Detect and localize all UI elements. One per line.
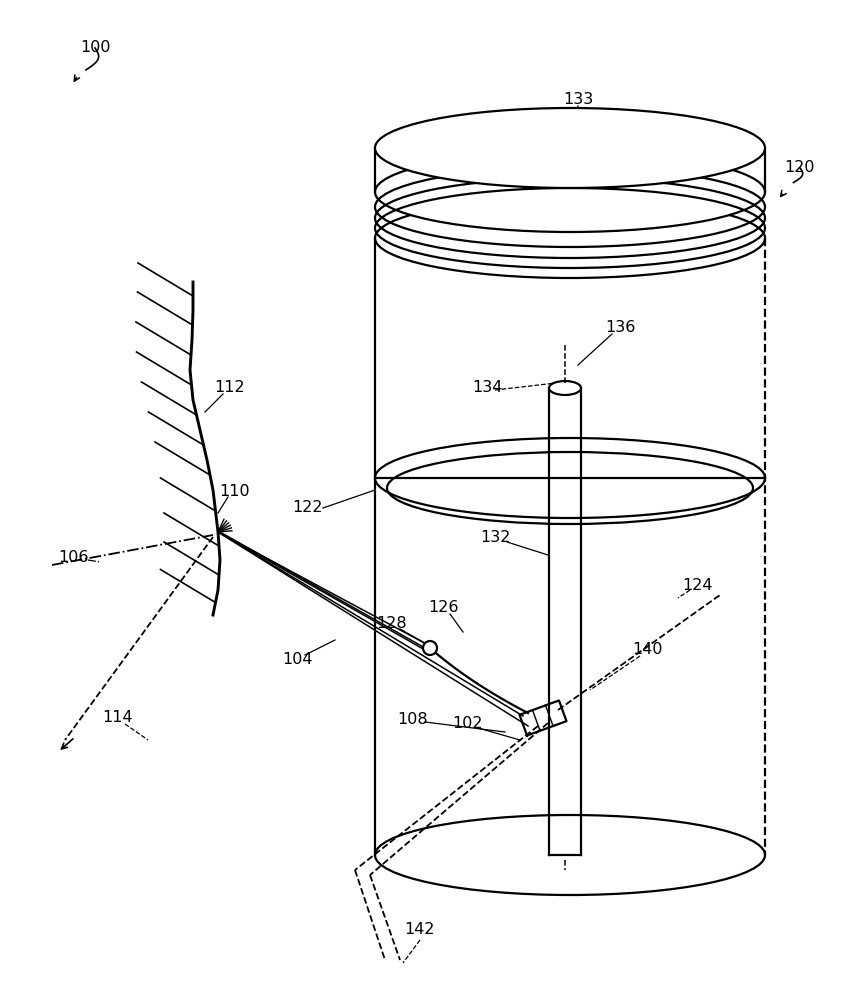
Text: 134: 134: [471, 380, 502, 395]
Ellipse shape: [375, 108, 765, 188]
Text: 133: 133: [563, 93, 593, 107]
Text: 112: 112: [214, 380, 245, 395]
Text: 142: 142: [405, 922, 435, 938]
Ellipse shape: [549, 381, 581, 395]
Text: 122: 122: [293, 500, 323, 516]
Ellipse shape: [375, 815, 765, 895]
Text: 126: 126: [428, 600, 458, 615]
Text: 104: 104: [283, 652, 313, 668]
Text: 106: 106: [58, 550, 89, 564]
Text: 132: 132: [480, 530, 511, 546]
Text: 124: 124: [683, 578, 713, 592]
Ellipse shape: [375, 198, 765, 278]
Circle shape: [423, 641, 437, 655]
Text: 140: 140: [633, 643, 663, 658]
Text: 110: 110: [220, 485, 250, 499]
Text: 120: 120: [785, 160, 815, 176]
Ellipse shape: [375, 152, 765, 232]
Text: 114: 114: [103, 710, 134, 726]
Text: 108: 108: [397, 712, 428, 728]
Text: 100: 100: [80, 40, 111, 55]
Text: 102: 102: [453, 716, 483, 730]
Text: 128: 128: [377, 615, 408, 631]
Ellipse shape: [375, 438, 765, 518]
Text: 136: 136: [605, 320, 635, 336]
Text: 130: 130: [438, 150, 468, 165]
